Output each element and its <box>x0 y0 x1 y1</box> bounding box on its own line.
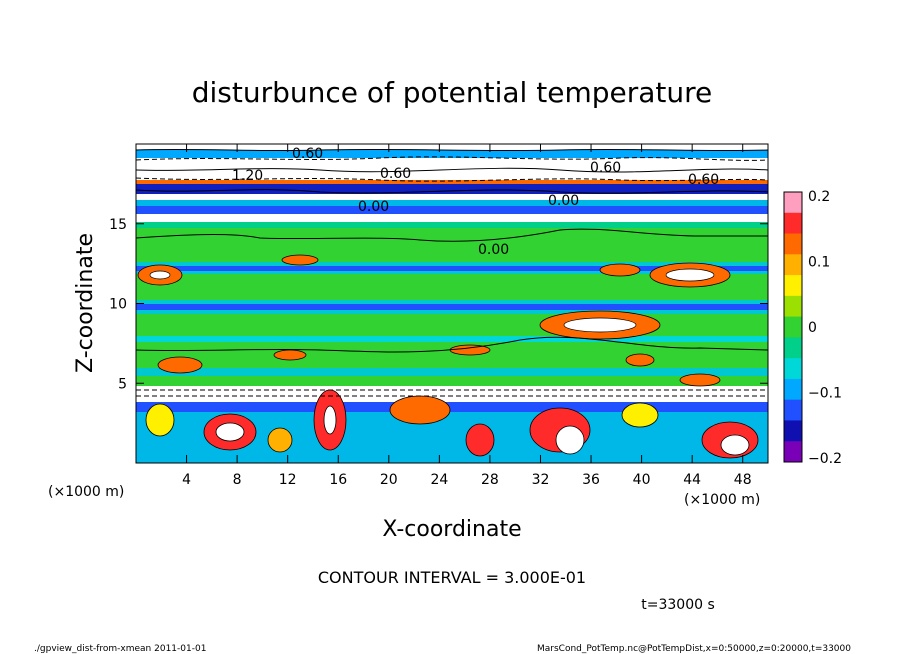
contour-label: 0.60 <box>688 172 719 188</box>
x-tick-label: 4 <box>182 472 191 488</box>
x-tick-label: 20 <box>380 472 398 488</box>
colorbar-swatch <box>784 420 802 442</box>
colorbar-tick-label: −0.2 <box>808 451 842 467</box>
colorbar-swatch <box>784 337 802 359</box>
colorbar-tick-label: 0.2 <box>808 189 830 205</box>
footer-right: MarsCond_PotTemp.nc@PotTempDist,x=0:5000… <box>537 644 851 654</box>
x-tick-label: 40 <box>633 472 651 488</box>
colorbar-tick-label: −0.1 <box>808 386 842 402</box>
colorbar-swatch <box>784 399 802 421</box>
contour-label: 0.60 <box>380 166 411 182</box>
footer-left: ./gpview_dist-from-xmean 2011-01-01 <box>34 644 206 654</box>
x-tick-label: 16 <box>329 472 347 488</box>
x-tick-label: 28 <box>481 472 499 488</box>
colorbar-swatch <box>784 295 802 318</box>
colorbar: 0.2 0.1 0 −0.1 −0.2 <box>783 189 842 467</box>
y-axis-label: Z-coordinate <box>73 233 98 373</box>
time-label: t=33000 s <box>641 597 715 613</box>
colorbar-swatch <box>784 358 802 380</box>
plot-area <box>136 144 768 463</box>
colorbar-frame <box>783 191 803 463</box>
colorbar-swatch <box>784 275 802 297</box>
contour-label: 0.60 <box>590 160 621 176</box>
contour-label: 0.60 <box>292 146 323 162</box>
x-tick-label: 8 <box>233 472 242 488</box>
colorbar-swatch <box>784 254 802 276</box>
x-axis-label: X-coordinate <box>382 517 521 542</box>
colorbar-swatch <box>784 192 802 214</box>
y-tick-label: 5 <box>118 376 127 392</box>
colorbar-swatch <box>784 441 802 463</box>
y-tick-label: 15 <box>109 217 127 233</box>
contour-interval-note: CONTOUR INTERVAL = 3.000E-01 <box>318 568 586 587</box>
x-tick-label: 36 <box>582 472 600 488</box>
y-tick-label: 10 <box>109 297 127 313</box>
colorbar-swatch <box>784 233 802 255</box>
y-axis: 5 10 15 <box>109 217 768 392</box>
x-tick-label: 32 <box>532 472 550 488</box>
colorbar-swatch <box>784 212 802 235</box>
contour-label: 0.00 <box>478 242 509 258</box>
colorbar-tick-label: 0 <box>808 320 817 336</box>
x-tick-label: 44 <box>683 472 701 488</box>
colorbar-swatch <box>784 378 802 401</box>
x-tick-label: 48 <box>734 472 752 488</box>
chart-title: disturbunce of potential temperature <box>192 76 713 109</box>
colorbar-tick-label: 0.1 <box>808 255 830 271</box>
contour-label: 0.00 <box>548 193 579 209</box>
contour-label: 1.20 <box>232 168 263 184</box>
x-tick-label: 12 <box>279 472 297 488</box>
contour-label: 0.00 <box>358 199 389 215</box>
colorbar-swatch <box>784 316 802 338</box>
x-axis: 4 8 12 16 20 24 28 32 36 40 44 48 <box>182 144 752 488</box>
x-unit-label-left: (×1000 m) <box>48 484 124 500</box>
x-unit-label-right: (×1000 m) <box>684 492 760 508</box>
x-tick-label: 24 <box>430 472 448 488</box>
